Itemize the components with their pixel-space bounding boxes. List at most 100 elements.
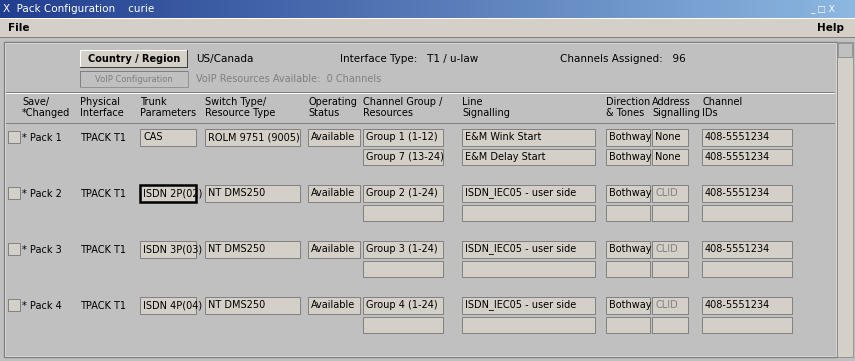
Bar xyxy=(534,0,543,18)
Bar xyxy=(606,241,650,258)
Bar xyxy=(827,0,834,18)
Bar xyxy=(656,0,663,18)
Text: ROLM 9751 (9005): ROLM 9751 (9005) xyxy=(208,132,300,142)
Bar xyxy=(606,297,650,314)
Text: CLID: CLID xyxy=(655,244,678,254)
Bar xyxy=(605,0,614,18)
Bar xyxy=(363,149,443,165)
Bar xyxy=(763,0,770,18)
Bar xyxy=(462,149,595,165)
Bar xyxy=(7,0,15,18)
Bar xyxy=(36,0,44,18)
Bar xyxy=(8,299,20,311)
Bar xyxy=(5,43,836,356)
Bar xyxy=(606,205,650,221)
Bar xyxy=(0,38,855,361)
Bar xyxy=(385,0,393,18)
Bar xyxy=(199,0,208,18)
Text: Line: Line xyxy=(462,97,482,107)
Bar xyxy=(140,129,196,146)
Text: Available: Available xyxy=(311,188,355,198)
Bar xyxy=(256,0,265,18)
Bar xyxy=(370,0,379,18)
Bar xyxy=(205,297,300,314)
Bar xyxy=(702,241,792,258)
Bar xyxy=(834,0,842,18)
Text: Signalling: Signalling xyxy=(462,108,510,118)
Bar xyxy=(43,0,51,18)
Bar xyxy=(513,0,522,18)
Text: TPACK T1: TPACK T1 xyxy=(80,245,126,255)
Bar xyxy=(235,0,244,18)
Bar xyxy=(64,0,73,18)
Bar xyxy=(702,149,792,165)
Text: Switch Type/: Switch Type/ xyxy=(205,97,266,107)
Bar xyxy=(4,42,837,357)
Bar xyxy=(187,50,188,68)
Bar xyxy=(363,185,443,202)
Bar xyxy=(652,149,688,165)
Bar xyxy=(627,0,635,18)
Bar xyxy=(100,0,108,18)
Text: Interface Type:   T1 / u-law: Interface Type: T1 / u-law xyxy=(340,54,478,64)
Bar xyxy=(242,0,251,18)
Bar xyxy=(848,0,855,18)
Bar xyxy=(349,0,357,18)
Bar xyxy=(577,0,586,18)
Bar xyxy=(462,297,595,314)
Bar xyxy=(691,0,699,18)
Bar xyxy=(702,317,792,333)
Bar xyxy=(378,0,386,18)
Bar xyxy=(221,0,229,18)
Bar xyxy=(308,129,360,146)
Bar xyxy=(399,0,407,18)
Bar xyxy=(528,0,535,18)
Bar xyxy=(205,241,300,258)
Bar xyxy=(86,0,94,18)
Bar xyxy=(92,0,101,18)
Bar xyxy=(128,0,137,18)
Text: * Pack 4: * Pack 4 xyxy=(22,301,62,311)
Bar xyxy=(357,0,364,18)
Bar xyxy=(712,0,721,18)
Bar xyxy=(392,0,400,18)
Bar xyxy=(819,0,828,18)
Bar xyxy=(80,71,81,87)
Bar xyxy=(462,261,595,277)
Bar xyxy=(79,0,86,18)
Bar xyxy=(798,0,806,18)
Bar xyxy=(606,185,650,202)
Bar xyxy=(308,185,360,202)
Bar xyxy=(669,0,678,18)
Bar xyxy=(178,0,186,18)
Bar xyxy=(121,0,129,18)
Bar xyxy=(556,0,564,18)
Bar xyxy=(663,0,671,18)
Bar xyxy=(292,0,300,18)
Text: CLID: CLID xyxy=(655,300,678,310)
Text: TPACK T1: TPACK T1 xyxy=(80,133,126,143)
Bar xyxy=(634,0,642,18)
Bar xyxy=(492,0,500,18)
Bar xyxy=(28,0,37,18)
Text: None: None xyxy=(655,152,681,162)
Bar xyxy=(421,0,428,18)
Bar xyxy=(720,0,728,18)
Text: Available: Available xyxy=(311,132,355,142)
Bar xyxy=(442,0,450,18)
Bar xyxy=(80,50,81,68)
Text: ISDN_IEC05 - user side: ISDN_IEC05 - user side xyxy=(465,188,576,199)
Text: * Pack 3: * Pack 3 xyxy=(22,245,62,255)
Bar xyxy=(8,131,20,143)
Bar xyxy=(156,0,165,18)
Text: Country / Region: Country / Region xyxy=(88,54,180,64)
Text: ISDN 2P(02): ISDN 2P(02) xyxy=(143,188,203,198)
Bar xyxy=(428,0,436,18)
Bar xyxy=(702,185,792,202)
Text: Save/: Save/ xyxy=(22,97,49,107)
Bar xyxy=(606,129,650,146)
Bar xyxy=(541,0,550,18)
Bar xyxy=(285,0,293,18)
Bar xyxy=(363,297,443,314)
Bar xyxy=(784,0,792,18)
